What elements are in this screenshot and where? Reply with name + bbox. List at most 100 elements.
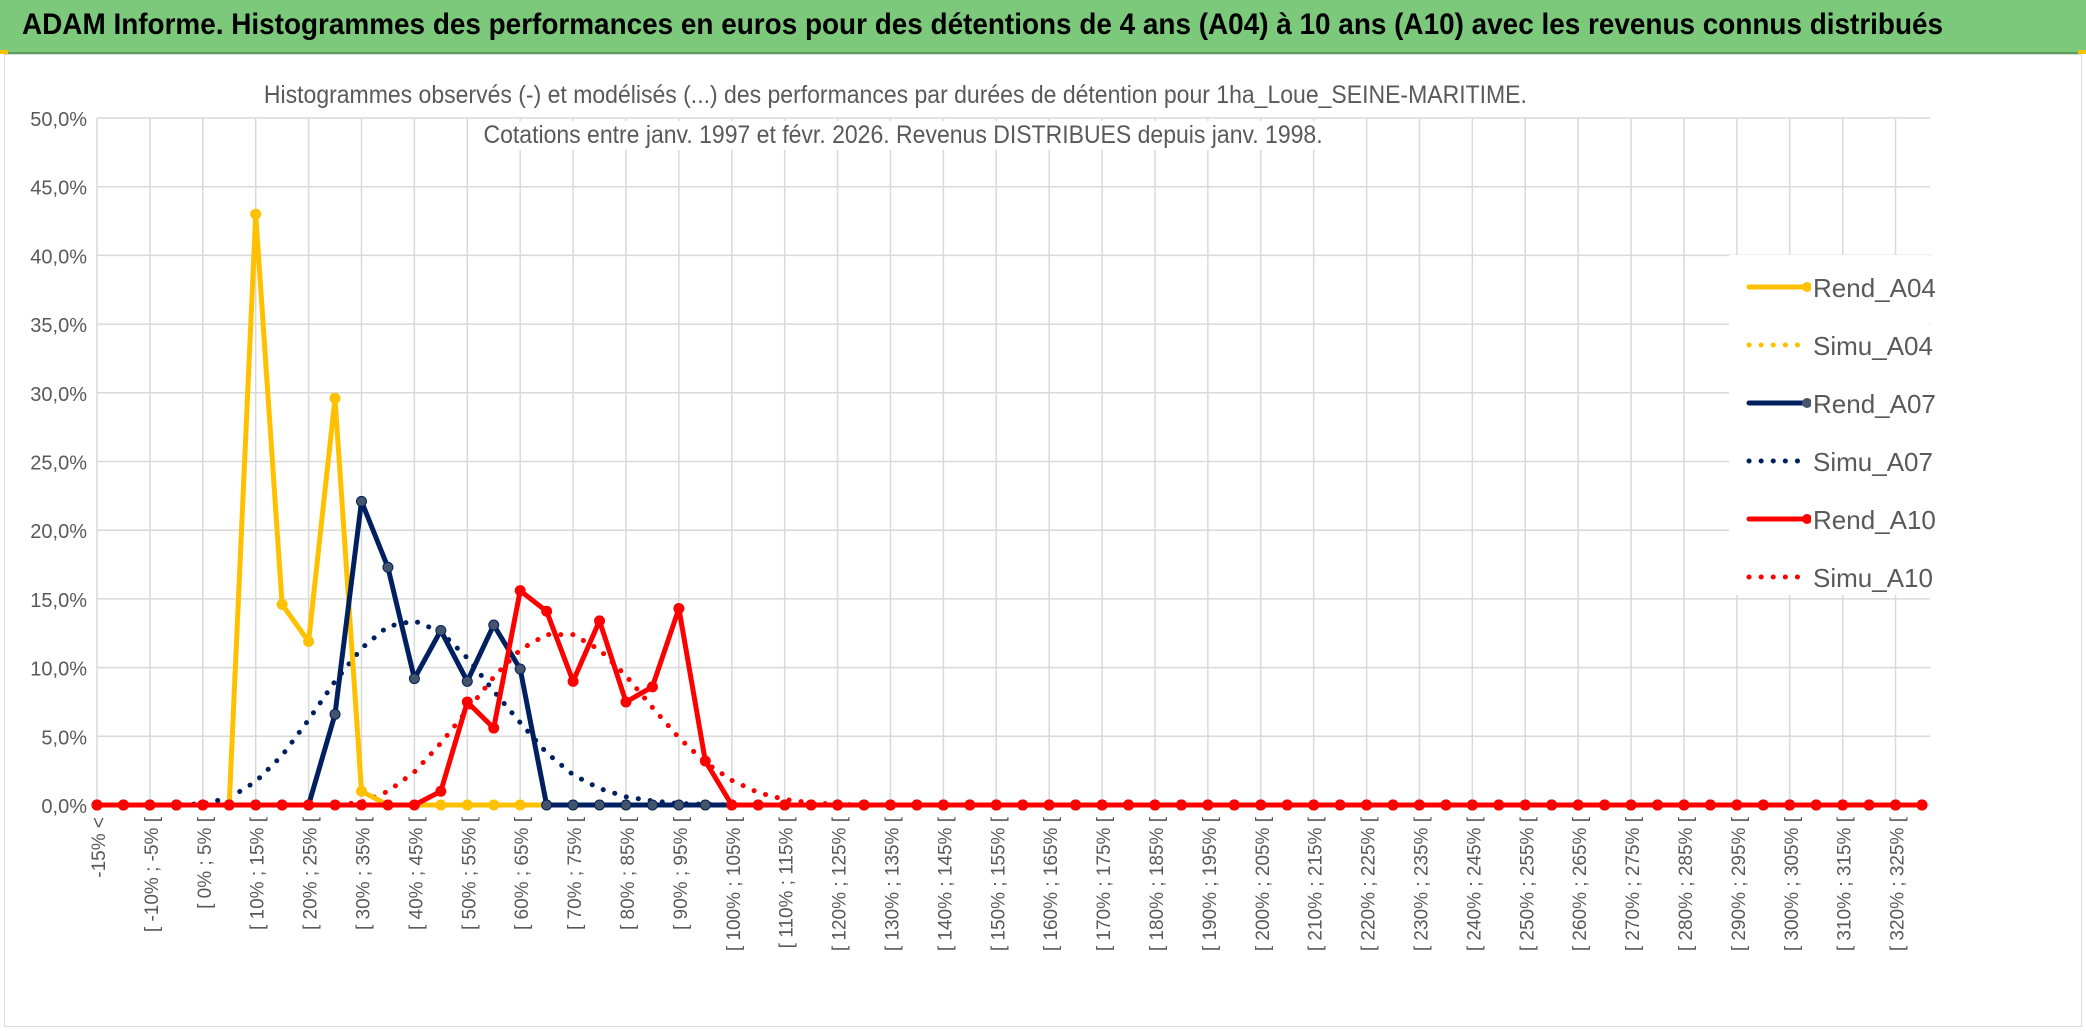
data-point-rend-a04: [276, 598, 288, 610]
data-point-rend-a10: [646, 681, 658, 693]
data-point-rend-a10: [1625, 799, 1637, 811]
data-point-rend-a10: [964, 799, 976, 811]
data-point-rend-a10: [779, 799, 791, 811]
x-tick-label: [ 220% ; 225% [: [1359, 816, 1380, 951]
data-point-rend-a10: [1757, 799, 1769, 811]
y-tick-label: 45,0%: [30, 178, 87, 200]
data-point-rend-a07: [355, 495, 367, 507]
data-point-rend-a07: [488, 619, 500, 631]
data-point-rend-a10: [1202, 799, 1214, 811]
data-point-rend-a10: [1413, 799, 1425, 811]
x-tick-label: [ 230% ; 235% [: [1411, 816, 1432, 951]
x-tick-label: [ 0% ; 5% [: [195, 816, 216, 909]
chart-title-line2: Cotations entre janv. 1997 et févr. 2026…: [477, 121, 1329, 150]
report-title: ADAM Informe. Histogrammes des performan…: [22, 8, 1944, 41]
x-tick-label: [ 20% ; 25% [: [301, 816, 322, 930]
legend-label-rend-a07: Rend_A07: [1813, 389, 1936, 419]
data-point-rend-a10: [541, 605, 553, 617]
data-point-rend-a10: [1863, 799, 1875, 811]
data-point-rend-a10: [250, 799, 262, 811]
data-point-rend-a10: [1096, 799, 1108, 811]
x-tick-label: [ 60% ; 65% [: [512, 816, 533, 930]
legend-item-rend-a04: Rend_A04: [1729, 267, 1936, 307]
data-point-rend-a10: [91, 799, 103, 811]
data-point-rend-a10: [567, 675, 579, 687]
series-line-simu-a07: [94, 618, 1925, 808]
data-point-rend-a07: [461, 675, 473, 687]
data-point-rend-a10: [884, 799, 896, 811]
x-tick-label: [ -10% ; -5% [: [142, 816, 163, 932]
data-point-rend-a10: [435, 785, 447, 797]
x-tick-label: -15% <: [89, 817, 110, 878]
series-line-rend-a04: [94, 211, 1925, 808]
legend-sample-rend-a04: [1746, 282, 1811, 292]
data-point-rend-a10: [1572, 799, 1584, 811]
data-point-rend-a10: [1334, 799, 1346, 811]
histogram-chart: 0,0% 5,0% 10,0% 15,0% 20,0% 25,0% 30,0% 35,0% 40…: [30, 109, 1930, 951]
y-tick-label: 25,0%: [30, 453, 87, 475]
data-point-rend-a07: [514, 663, 526, 675]
y-tick-label: 20,0%: [30, 521, 87, 543]
legend-sample-simu-a07: [1746, 458, 1810, 464]
data-point-rend-a10: [1149, 799, 1161, 811]
data-point-rend-a10: [1387, 799, 1399, 811]
data-point-rend-a10: [1440, 799, 1452, 811]
data-point-rend-a10: [1308, 799, 1320, 811]
x-tick-label: [ 170% ; 175% [: [1094, 816, 1115, 951]
report-banner: ADAM Informe. Histogrammes des performan…: [0, 0, 2086, 54]
legend-sample-rend-a07: [1746, 398, 1811, 408]
x-tick-label: [ 140% ; 145% [: [935, 816, 956, 951]
x-tick-label: [ 80% ; 85% [: [618, 816, 639, 930]
data-point-rend-a10: [1123, 799, 1135, 811]
data-point-rend-a04: [435, 799, 447, 811]
data-point-rend-a10: [990, 799, 1002, 811]
x-tick-label: [ 240% ; 245% [: [1464, 816, 1485, 951]
data-point-rend-a10: [1784, 799, 1796, 811]
data-point-rend-a10: [1017, 799, 1029, 811]
data-point-rend-a10: [1704, 799, 1716, 811]
x-tick-label: [ 70% ; 75% [: [565, 816, 586, 930]
series-line-rend-a07: [94, 498, 1925, 808]
legend-label-simu-a04: Simu_A04: [1813, 331, 1933, 361]
data-point-rend-a07: [673, 799, 685, 811]
data-point-rend-a10: [1652, 799, 1664, 811]
x-tick-label: [ 10% ; 15% [: [248, 816, 269, 930]
data-point-rend-a10: [1546, 799, 1558, 811]
data-point-rend-a10: [1466, 799, 1478, 811]
x-tick-label: [ 280% ; 285% [: [1676, 816, 1697, 951]
data-point-rend-a10: [1043, 799, 1055, 811]
x-tick-label: [ 100% ; 105% [: [724, 816, 745, 951]
data-point-rend-a04: [461, 799, 473, 811]
x-tick-label: [ 210% ; 215% [: [1306, 816, 1327, 951]
x-tick-label: [ 50% ; 55% [: [459, 816, 480, 930]
legend-label-rend-a04: Rend_A04: [1813, 273, 1936, 303]
corner-marker-right: [2078, 50, 2086, 54]
data-point-rend-a10: [1519, 799, 1531, 811]
series-line-simu-a10: [94, 632, 1925, 808]
data-point-rend-a10: [726, 799, 738, 811]
data-point-rend-a10: [1493, 799, 1505, 811]
legend-item-simu-a04: Simu_A04: [1729, 325, 1933, 365]
x-tick-label: [ 110% ; 115% [: [777, 816, 798, 948]
data-point-rend-a10: [1916, 799, 1928, 811]
data-point-rend-a10: [805, 799, 817, 811]
y-tick-label: 5,0%: [41, 727, 87, 749]
data-point-rend-a10: [461, 696, 473, 708]
x-tick-label: [ 180% ; 185% [: [1147, 816, 1168, 951]
x-tick-label: [ 30% ; 35% [: [353, 816, 374, 930]
x-tick-label: [ 310% ; 315% [: [1835, 816, 1856, 951]
data-point-rend-a10: [752, 799, 764, 811]
chart-legend: Rend_A04 Simu_A04 Rend_A07 Simu_A07 Rend…: [1729, 255, 1936, 595]
x-tick-label: [ 90% ; 95% [: [671, 816, 692, 930]
data-point-rend-a10: [223, 799, 235, 811]
data-point-rend-a10: [329, 799, 341, 811]
data-point-rend-a07: [699, 799, 711, 811]
x-tick-label: [ 200% ; 205% [: [1253, 816, 1274, 951]
data-point-rend-a10: [1599, 799, 1611, 811]
legend-marker: [1802, 514, 1811, 524]
x-tick-label: [ 130% ; 135% [: [882, 816, 903, 951]
data-point-rend-a10: [832, 799, 844, 811]
data-point-rend-a07: [382, 561, 394, 573]
data-point-rend-a04: [514, 799, 526, 811]
data-point-rend-a10: [1731, 799, 1743, 811]
